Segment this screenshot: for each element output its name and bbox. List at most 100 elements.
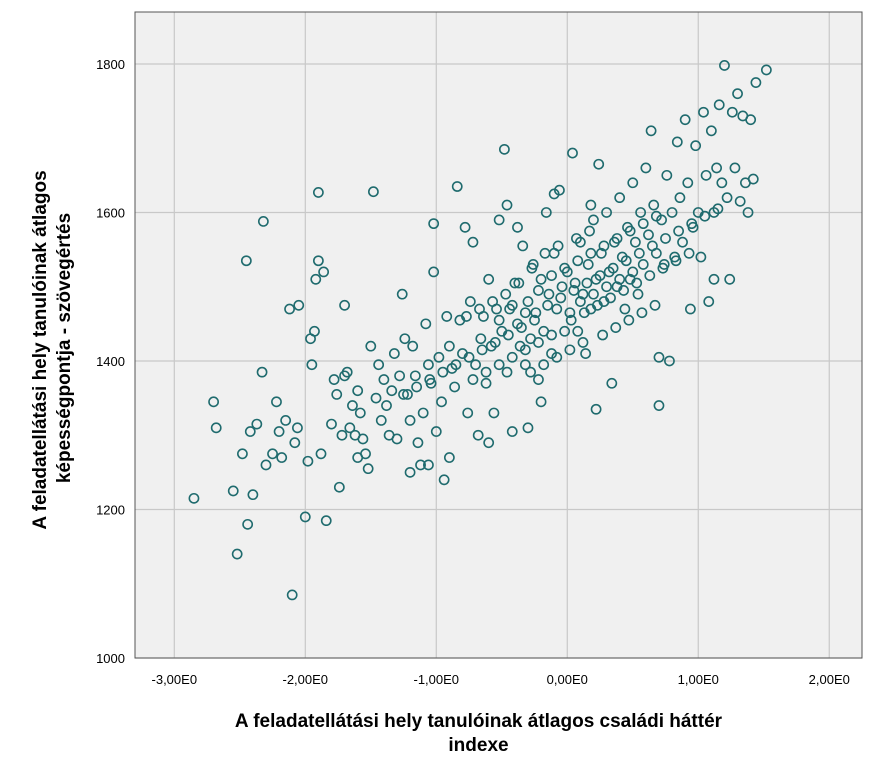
data-point bbox=[539, 247, 551, 259]
data-point bbox=[564, 344, 576, 356]
data-point bbox=[404, 466, 416, 478]
data-point bbox=[339, 370, 350, 382]
data-point bbox=[370, 392, 382, 404]
data-point bbox=[640, 162, 652, 174]
data-point bbox=[564, 307, 576, 319]
data-point bbox=[365, 340, 377, 352]
data-point bbox=[614, 273, 626, 285]
data-point bbox=[299, 511, 311, 523]
data-point bbox=[572, 255, 584, 267]
data-point bbox=[540, 207, 552, 218]
data-point bbox=[449, 381, 461, 393]
data-point bbox=[381, 400, 392, 411]
data-point bbox=[398, 389, 409, 400]
data-point bbox=[607, 262, 619, 274]
data-point bbox=[493, 214, 505, 226]
data-point bbox=[451, 181, 463, 192]
data-point bbox=[597, 329, 609, 341]
data-point bbox=[711, 162, 722, 174]
data-point bbox=[585, 247, 597, 259]
data-point bbox=[726, 106, 738, 118]
data-point bbox=[618, 285, 629, 296]
data-point bbox=[657, 262, 669, 274]
data-point bbox=[208, 396, 219, 408]
data-point bbox=[502, 329, 514, 341]
data-point bbox=[339, 299, 350, 311]
data-point bbox=[660, 233, 671, 244]
data-point bbox=[661, 169, 673, 181]
data-point bbox=[463, 351, 475, 363]
data-point bbox=[588, 214, 599, 226]
data-point bbox=[501, 199, 513, 211]
data-point bbox=[627, 177, 639, 189]
data-point bbox=[271, 396, 282, 408]
data-point bbox=[530, 307, 542, 319]
data-point bbox=[542, 299, 554, 311]
data-point bbox=[267, 448, 278, 460]
x-tick-label: 0,00E0 bbox=[547, 672, 588, 687]
data-point bbox=[227, 485, 239, 497]
data-point bbox=[273, 426, 285, 437]
x-axis-title-line-1: A feladatellátási hely tanulóinak átlago… bbox=[235, 711, 723, 732]
data-point bbox=[498, 143, 510, 155]
data-point bbox=[568, 285, 580, 296]
data-point bbox=[673, 225, 685, 237]
data-point bbox=[703, 296, 715, 307]
data-point bbox=[650, 210, 662, 222]
y-tick-label: 1600 bbox=[96, 205, 125, 220]
data-point bbox=[501, 366, 513, 378]
data-point bbox=[368, 186, 379, 198]
data-point bbox=[310, 273, 322, 285]
data-point bbox=[582, 259, 594, 270]
data-point bbox=[732, 88, 743, 100]
data-point bbox=[721, 192, 733, 204]
data-point bbox=[747, 173, 759, 185]
data-point bbox=[559, 325, 571, 337]
data-point bbox=[315, 448, 327, 460]
data-point bbox=[394, 370, 406, 382]
y-tick-label: 1000 bbox=[96, 651, 125, 666]
data-point bbox=[705, 125, 717, 137]
data-point bbox=[533, 337, 544, 348]
data-point bbox=[331, 389, 343, 400]
data-point bbox=[686, 218, 698, 230]
data-point bbox=[483, 273, 495, 285]
data-point bbox=[591, 299, 603, 311]
data-point bbox=[480, 377, 492, 389]
data-point bbox=[424, 374, 436, 385]
data-point bbox=[428, 218, 440, 230]
data-point bbox=[567, 147, 578, 159]
data-point bbox=[450, 359, 462, 371]
data-point bbox=[729, 162, 741, 174]
data-point bbox=[280, 414, 292, 426]
data-point bbox=[488, 407, 500, 419]
data-point bbox=[506, 351, 518, 363]
data-point bbox=[700, 169, 712, 181]
x-tick-label: -1,00E0 bbox=[414, 672, 460, 687]
data-point bbox=[284, 303, 295, 315]
data-point bbox=[581, 277, 593, 289]
data-point bbox=[433, 351, 445, 363]
data-point bbox=[533, 374, 544, 385]
data-point bbox=[644, 270, 656, 281]
data-point bbox=[231, 548, 243, 560]
data-point bbox=[526, 262, 538, 274]
data-point bbox=[437, 366, 449, 378]
data-point bbox=[584, 225, 595, 237]
data-point bbox=[555, 292, 567, 304]
data-point bbox=[590, 403, 602, 415]
data-point bbox=[306, 359, 318, 371]
data-point bbox=[677, 236, 688, 248]
data-point bbox=[347, 400, 358, 411]
data-point bbox=[556, 281, 568, 293]
data-point bbox=[653, 400, 665, 411]
data-point bbox=[459, 221, 471, 233]
data-point bbox=[698, 106, 709, 118]
data-point bbox=[671, 136, 683, 148]
y-tick-label: 1800 bbox=[96, 57, 125, 72]
data-point bbox=[648, 199, 660, 211]
data-point bbox=[620, 255, 632, 267]
data-point bbox=[637, 259, 649, 270]
data-point bbox=[388, 348, 400, 359]
